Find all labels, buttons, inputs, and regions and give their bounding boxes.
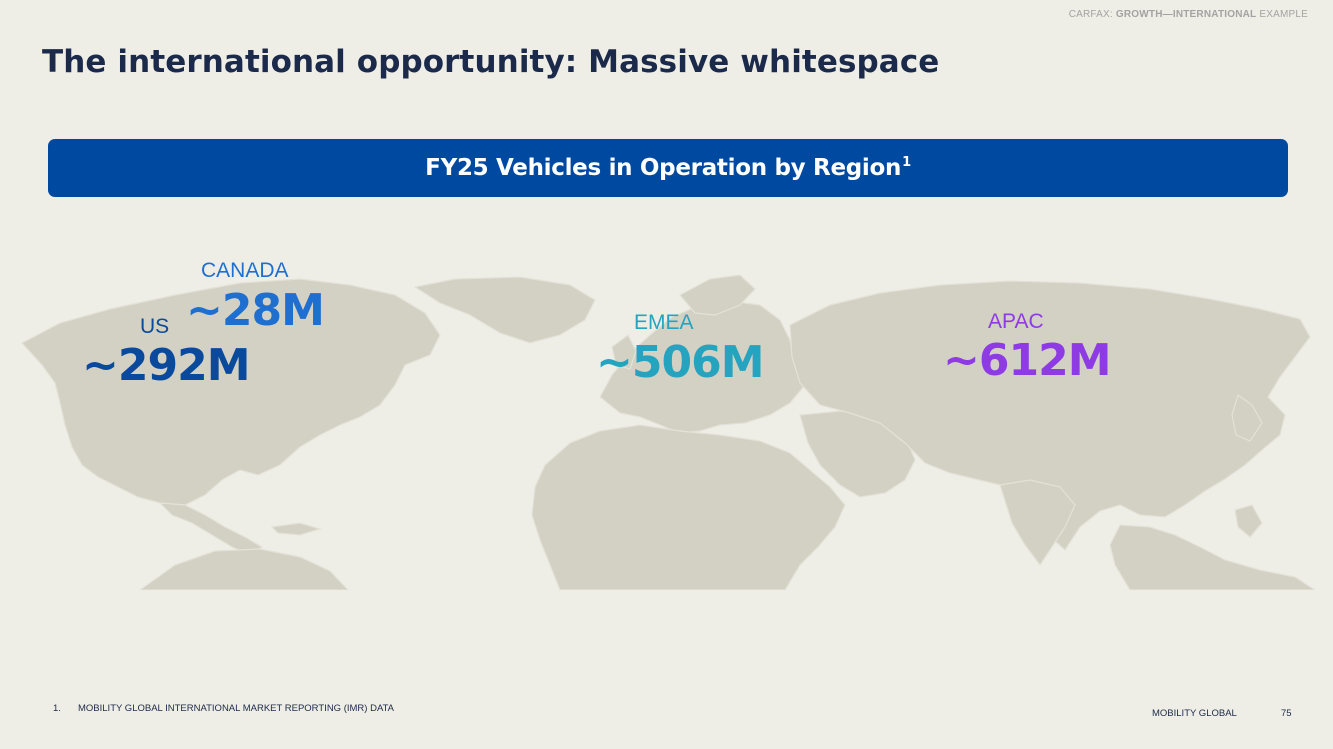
us-label: US [140, 315, 170, 338]
banner-footnote-ref: 1 [902, 155, 911, 171]
map-southeast-asia [1109, 524, 1317, 590]
map-south-america [138, 548, 349, 590]
page-title: The international opportunity: Massive w… [42, 44, 940, 80]
apac-value: ~612M [943, 335, 1111, 386]
footnote-text: MOBILITY GLOBAL INTERNATIONAL MARKET REP… [78, 703, 395, 714]
map-north-america [21, 278, 441, 506]
apac-label: APAC [988, 310, 1044, 333]
us-value: ~292M [82, 340, 250, 391]
canada-value: ~28M [186, 285, 325, 336]
header-tag-suffix: EXAMPLE [1259, 9, 1308, 20]
world-map [21, 274, 1317, 590]
map-british-isles [611, 334, 637, 370]
map-caribbean [270, 522, 323, 536]
region-banner: FY25 Vehicles in Operation by Region1 [48, 139, 1288, 197]
map-asia [789, 280, 1311, 551]
map-greenland [413, 276, 596, 344]
footnote-number: 1. [53, 703, 61, 714]
footer-brand: MOBILITY GLOBAL [1152, 708, 1237, 719]
map-scandinavia [679, 274, 756, 316]
map-india [999, 479, 1076, 567]
page-number: 75 [1281, 708, 1292, 719]
header-tag-prefix: CARFAX: [1068, 9, 1113, 20]
footnote: 1. MOBILITY GLOBAL INTERNATIONAL MARKET R… [53, 703, 394, 714]
map-philippines [1234, 504, 1263, 538]
map-central-america [158, 502, 264, 556]
header-tag: CARFAX: GROWTH—INTERNATIONAL EXAMPLE [1069, 9, 1308, 20]
emea-value: ~506M [596, 337, 764, 388]
map-africa [531, 424, 846, 590]
emea-label: EMEA [634, 311, 694, 334]
banner-text: FY25 Vehicles in Operation by Region [425, 155, 902, 181]
map-japan [1231, 394, 1263, 442]
banner-title: FY25 Vehicles in Operation by Region1 [425, 155, 911, 181]
header-tag-bold: GROWTH—INTERNATIONAL [1115, 9, 1257, 20]
canada-label: CANADA [201, 259, 289, 282]
